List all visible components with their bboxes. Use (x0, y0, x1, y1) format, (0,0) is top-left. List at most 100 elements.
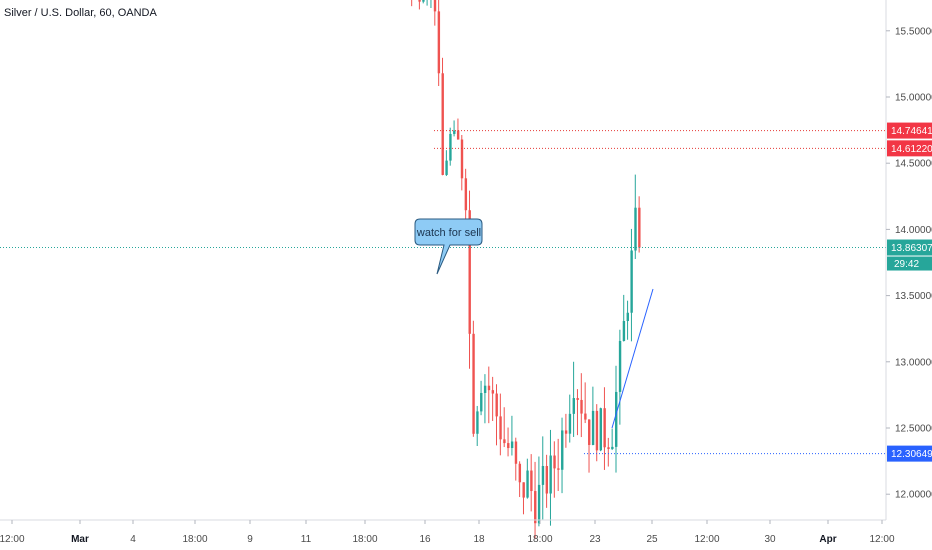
y-tick-label: 15.00000 (895, 93, 932, 104)
candle (557, 438, 560, 492)
candle (584, 382, 587, 424)
candle (630, 228, 633, 342)
candle (422, 0, 425, 4)
candle (426, 0, 428, 6)
candle (534, 461, 537, 540)
price-tag-label: 14.74641 (891, 126, 932, 137)
candle (568, 394, 572, 443)
candle (495, 384, 498, 446)
candle (449, 127, 452, 166)
candle (615, 365, 618, 473)
price-tag: 12.30649 (887, 445, 932, 462)
candle (599, 407, 602, 452)
x-tick-label: 23 (589, 534, 601, 545)
x-tick-label: 9 (247, 534, 253, 545)
x-tick-label: 4 (130, 534, 136, 545)
candle (491, 376, 495, 421)
candle (595, 404, 599, 462)
callout-text: watch for sell (416, 227, 481, 239)
candle (437, 0, 441, 87)
y-tick-label: 13.00000 (895, 357, 932, 368)
candle (445, 150, 448, 177)
candle (541, 436, 545, 520)
candle (530, 454, 533, 512)
candle (580, 373, 583, 438)
price-tags: 18.6790815.8271214.7464114.6122013.86307… (887, 122, 932, 462)
x-tick-label: 18:00 (527, 534, 552, 545)
x-tick-label: Mar (71, 534, 89, 545)
trend-line[interactable] (611, 288, 654, 429)
candle (537, 456, 541, 527)
candle (549, 429, 552, 526)
y-tick-label: 13.50000 (895, 291, 932, 302)
candle (518, 461, 522, 498)
candle (603, 387, 606, 470)
candle (499, 393, 502, 456)
candle (460, 134, 464, 191)
candle (418, 0, 421, 10)
candle (483, 374, 487, 424)
candle (545, 454, 549, 508)
callout-watch-for-sell[interactable]: watch for sell (414, 218, 483, 275)
candle (553, 441, 556, 498)
x-tick-label: 25 (646, 534, 658, 545)
countdown-label: 29:42 (894, 259, 919, 270)
candle (572, 361, 576, 437)
candle (411, 0, 413, 7)
candle (561, 417, 564, 494)
price-tag: 13.86307 (887, 239, 932, 256)
candle (588, 419, 591, 473)
candle (626, 300, 629, 340)
candle (456, 118, 460, 140)
y-tick-label: 12.50000 (895, 424, 932, 435)
x-tick-label: 18 (473, 534, 485, 545)
time-axis[interactable]: 12:00 Mar 4 18:00 9 11 18:00 16 18 18:00 23 25 12:00… (0, 520, 895, 545)
candle (514, 437, 518, 481)
candle (441, 57, 444, 176)
candle (510, 415, 514, 456)
countdown-tag: 29:42 (887, 256, 932, 271)
x-tick-label: 30 (764, 534, 776, 545)
candle (480, 380, 483, 416)
candle (618, 329, 622, 425)
candle (476, 405, 479, 446)
candle (622, 294, 626, 342)
x-tick-label: 18:00 (352, 534, 377, 545)
price-tag-label: 14.61220 (891, 144, 932, 155)
price-tag: 14.74641 (887, 122, 932, 139)
y-tick-label: 14.50000 (895, 159, 932, 170)
candle (503, 407, 506, 448)
candle (430, 0, 432, 8)
x-tick-label: 12:00 (869, 534, 894, 545)
x-tick-label: 12:00 (0, 534, 25, 545)
x-tick-label: 11 (301, 534, 312, 545)
price-tag: 14.61220 (887, 140, 932, 157)
x-tick-label: 18:00 (182, 534, 207, 545)
candle (638, 196, 641, 253)
candle (507, 427, 510, 457)
x-tick-label: 16 (419, 534, 431, 545)
y-tick-label: 14.00000 (895, 225, 932, 236)
candle (607, 437, 610, 467)
y-tick-label: 12.00000 (895, 490, 932, 501)
candle (591, 386, 595, 446)
candle (522, 482, 525, 515)
horizontal-levels[interactable] (0, 0, 886, 455)
price-tag-label: 13.86307 (891, 243, 932, 254)
chart-title: Silver / U.S. Dollar, 60, OANDA (4, 7, 157, 19)
price-axis[interactable]: 18.5000018.0000017.5000017.0000016.50000… (886, 0, 932, 550)
candle (634, 174, 637, 260)
candle (564, 413, 568, 448)
candle (576, 389, 579, 436)
candle (487, 366, 491, 424)
x-tick-label: Apr (819, 534, 836, 545)
candle-series (411, 0, 641, 540)
x-tick-label: 12:00 (694, 534, 719, 545)
price-tag-label: 12.30649 (891, 449, 932, 460)
candle (526, 458, 529, 499)
candle (433, 0, 437, 26)
candle (453, 120, 456, 137)
candle (472, 320, 475, 437)
